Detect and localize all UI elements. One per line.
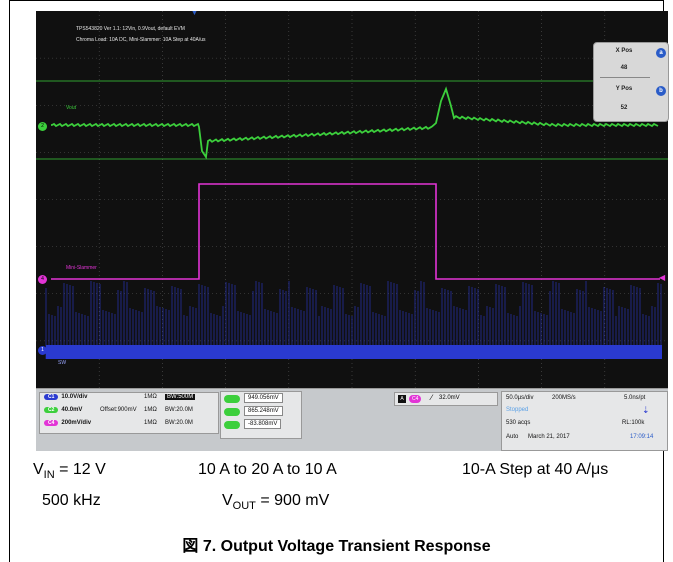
ypos-label: Y Pos — [615, 86, 633, 92]
vin-suffix: = 12 V — [54, 461, 106, 478]
cursor-b-badge-icon: b — [656, 86, 666, 96]
ch2-impedance: 1MΩ — [144, 407, 157, 413]
rising-edge-icon: ∕ — [431, 393, 433, 402]
ch1-impedance: 1MΩ — [144, 394, 157, 400]
ch2-badge: C2 — [44, 407, 59, 413]
sw-noise-band — [46, 345, 662, 359]
ch1-settings[interactable]: C1 10.0V/div — [44, 394, 87, 400]
ch4-scale: 200mV/div — [61, 420, 92, 426]
trigger-level: 32.0mV — [439, 395, 460, 401]
ch2-offset: Offset:900mV — [100, 407, 137, 413]
sw-pulses — [45, 281, 662, 359]
vout-caption: VOUT = 900 mV — [222, 492, 329, 512]
ch1-scale: 10.0V/div — [61, 394, 88, 400]
frame-left-border — [9, 0, 10, 562]
scope-header-line1: TPS543820 Ver 1.1: 12Vin, 0.9Vout, defau… — [76, 26, 185, 32]
time-per-point: 5.0ns/pt — [624, 395, 646, 401]
trigger-position-marker-icon: ▼ — [191, 10, 198, 17]
measurement-value-1: 949.056mV — [244, 393, 283, 403]
ch1-ground-marker-icon[interactable]: 1 — [38, 346, 47, 355]
sample-rate: 200MS/s — [552, 395, 576, 401]
trigger-level-arrow-icon: ◀ — [659, 273, 666, 282]
frame-top-border — [9, 0, 664, 1]
meas3-badge-icon — [224, 421, 240, 429]
figure-caption: 図 7. Output Voltage Transient Response — [182, 538, 491, 555]
measurement-value-2: 865.248mV — [244, 406, 283, 416]
trigger-mode-auto: Auto — [506, 434, 519, 440]
ch2-settings[interactable]: C2 40.0mV — [44, 407, 82, 413]
ch4-impedance: 1MΩ — [144, 420, 157, 426]
acquisition-count: 530 acqs — [506, 420, 531, 426]
meas1-badge-icon — [224, 395, 240, 403]
scope-header-line2: Chroma Load: 10A DC, Mini-Slammer: 10A S… — [76, 37, 206, 43]
capture-date: March 21, 2017 — [528, 434, 570, 440]
sw-trace-label: SW — [58, 360, 67, 366]
ch1-bandwidth: BW:500M — [165, 394, 196, 400]
frequency-caption: 500 kHz — [42, 492, 101, 509]
ch2-scale: 40.0mV — [61, 407, 83, 413]
vout-suffix: = 900 mV — [255, 492, 330, 509]
waveform-traces — [36, 80, 668, 359]
waveform-plot — [36, 11, 668, 388]
ch1-badge: C1 — [44, 394, 59, 400]
vout-subscript: OUT — [232, 500, 256, 513]
cursor-position-panel[interactable]: X Pos a 48 Y Pos b 52 — [593, 42, 669, 122]
record-length: RL:100k — [622, 420, 645, 426]
capture-time: 17:09:14 — [630, 434, 654, 440]
meas2-badge-icon — [224, 408, 240, 416]
vin-subscript: IN — [43, 469, 55, 482]
vin-caption: VIN = 12 V — [33, 461, 106, 481]
xy-divider — [600, 77, 650, 78]
ch4-settings[interactable]: C4 200mV/div — [44, 420, 91, 426]
trigger-channel: C4 — [409, 395, 422, 403]
vout-trace — [51, 86, 659, 160]
ch4-badge: C4 — [44, 420, 59, 426]
load-current-trace — [51, 183, 660, 280]
ch4-ground-marker-icon[interactable]: 4 — [38, 275, 47, 284]
single-arrow-icon: ⇣ — [642, 405, 650, 415]
slammer-trace-label: Mini-Slammer — [66, 265, 97, 271]
trigger-mode: A — [398, 395, 406, 403]
vin-prefix: V — [33, 461, 44, 478]
ypos-value: 52 — [620, 105, 628, 111]
acquisition-state: Stopped — [506, 407, 529, 413]
vout-prefix: V — [222, 492, 233, 509]
oscilloscope-screen: TPS543820 Ver 1.1: 12Vin, 0.9Vout, defau… — [36, 10, 669, 388]
trigger-panel[interactable]: A C4 ∕ 32.0mV — [394, 392, 498, 406]
xpos-label: X Pos — [615, 48, 633, 54]
step-range-caption: 10 A to 20 A to 10 A — [198, 461, 337, 478]
acquisition-panel[interactable]: 50.0µs/div 200MS/s 5.0ns/pt Stopped ⇣ 53… — [501, 391, 668, 451]
vout-trace-label: Vout — [66, 105, 77, 111]
xpos-value: 48 — [620, 65, 628, 71]
ch2-bandwidth: BW:20.0M — [165, 407, 193, 413]
cursor-a-badge-icon: a — [656, 48, 666, 58]
timebase: 50.0µs/div — [506, 395, 534, 401]
ch4-bandwidth: BW:20.0M — [165, 420, 193, 426]
slew-caption: 10-A Step at 40 A/μs — [462, 461, 609, 478]
measurement-value-3: -83.808mV — [244, 419, 282, 429]
scope-status-bar: C1 10.0V/div 1MΩ BW:500M C2 40.0mV Offset:… — [36, 388, 668, 451]
ch2-ground-marker-icon[interactable]: 2 — [38, 122, 47, 131]
